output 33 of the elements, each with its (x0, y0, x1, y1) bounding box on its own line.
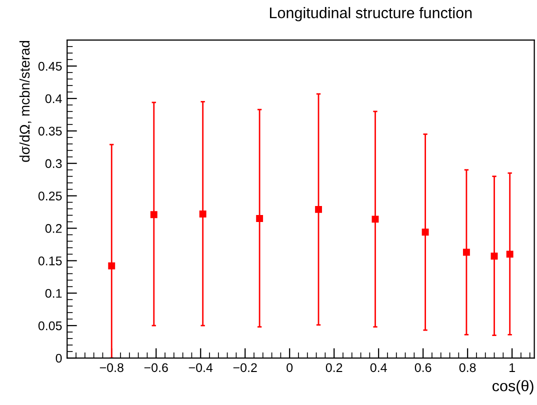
point (150, 211, 158, 218)
point (506, 250, 514, 258)
x-tick-label: −0.2 (233, 363, 257, 372)
point (256, 215, 264, 222)
point (422, 228, 429, 236)
y-tick-label: 0.45 (38, 62, 62, 71)
x-tick-label: −0.6 (144, 363, 168, 372)
x-tick-label: 0.4 (370, 363, 387, 372)
x-tick-label: −0.4 (188, 363, 213, 372)
y-tick-label: 0.3 (45, 159, 62, 168)
y-tick-label: 0.15 (38, 256, 62, 266)
x-tick-label: −0.8 (100, 363, 124, 372)
y-tick-label: 0.1 (45, 288, 62, 298)
y-tick-label: 0.05 (38, 321, 62, 330)
point (462, 248, 470, 256)
y-axis-title: dσ/dΩ, mcbn/sterad (19, 40, 32, 162)
y-tick-label: 0.2 (45, 224, 62, 233)
chart-title: Longitudinal structure function (270, 7, 472, 22)
x-tick-label: 0.6 (414, 363, 432, 372)
x-tick-label: 0.8 (459, 363, 476, 372)
point (199, 210, 206, 218)
point (490, 252, 498, 260)
y-tick-label: 0.25 (38, 192, 62, 200)
x-tick-label: 0.2 (326, 363, 342, 372)
x-tick-label: 0 (286, 363, 293, 372)
y-tick-label: 0.4 (45, 94, 62, 104)
point (315, 206, 322, 213)
point (372, 216, 379, 223)
y-tick-label: 0.35 (38, 126, 62, 136)
point (108, 262, 116, 270)
x-axis-title: cos(θ) (492, 380, 534, 394)
x-tick-label: 1 (510, 363, 515, 372)
y-tick-label: 0 (56, 354, 62, 363)
